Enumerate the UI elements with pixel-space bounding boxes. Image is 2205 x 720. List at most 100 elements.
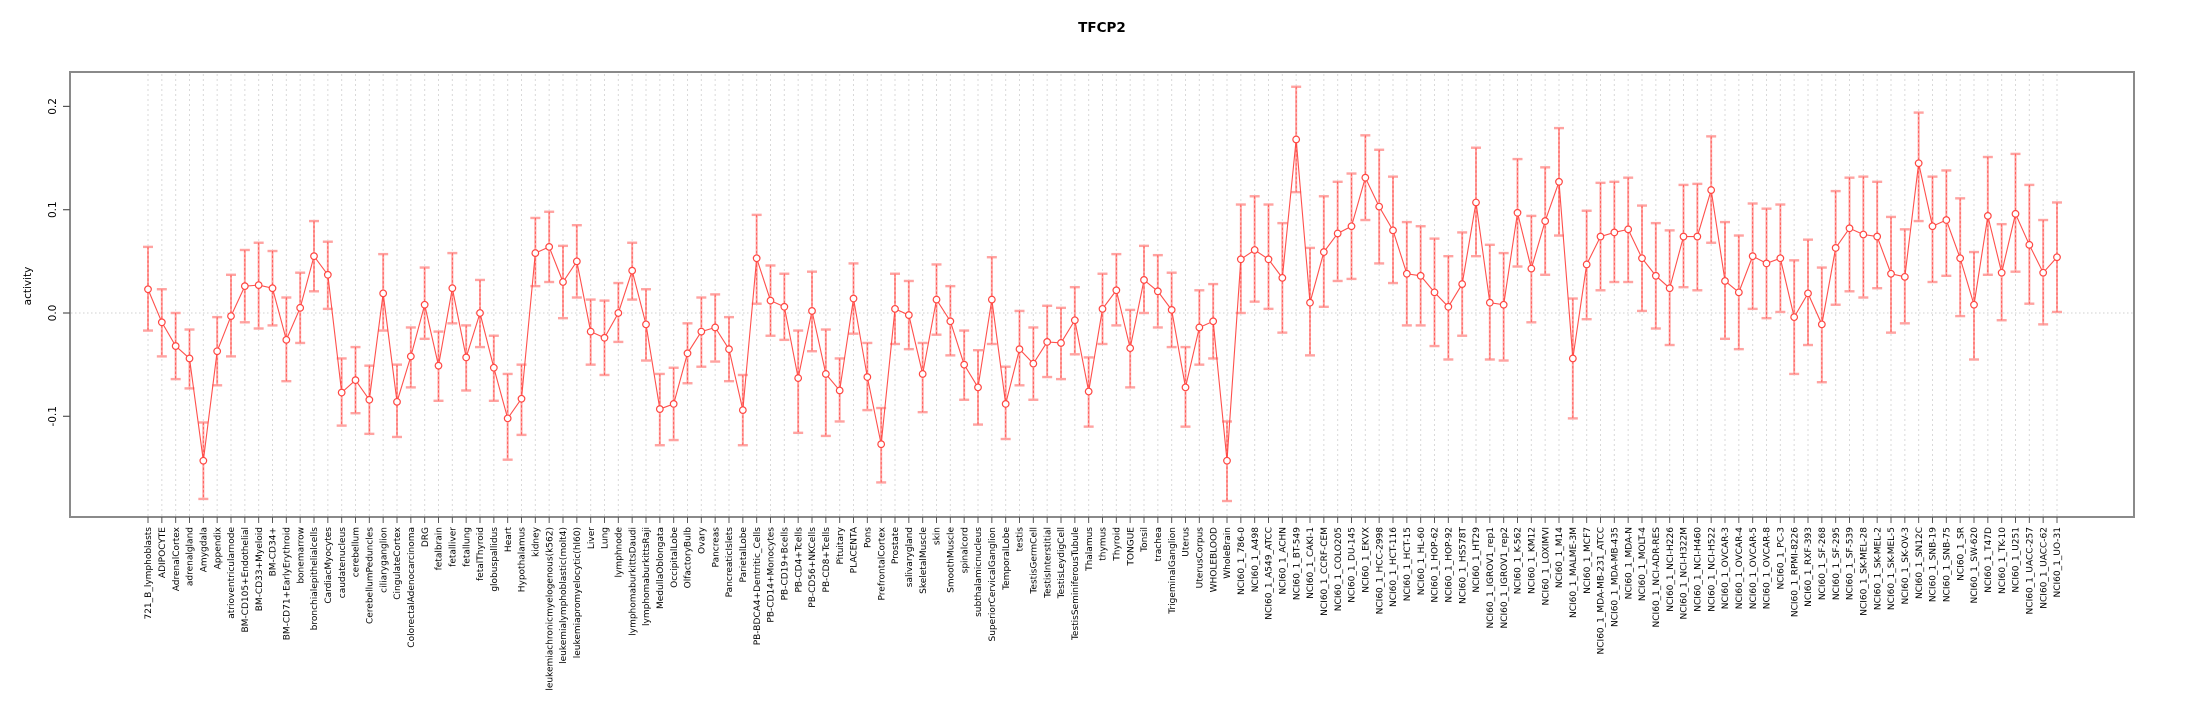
x-tick-label: OlfactoryBulb [684, 527, 694, 589]
data-point [642, 320, 650, 329]
x-tick-label: NCI60_1_NCI-H460 [1694, 527, 1704, 612]
data-point [1001, 400, 1010, 408]
data-point [1112, 286, 1121, 295]
data-point [227, 312, 235, 320]
data-point [1790, 313, 1799, 322]
y-tick-label: 0.0 [47, 305, 59, 322]
data-point [1278, 273, 1287, 282]
x-tick-label: NCI60_1_SK-MEL-5 [1887, 527, 1897, 610]
x-tick-label: skin [933, 527, 943, 545]
data-point [1043, 338, 1052, 346]
x-tick-label: NCI60_1_K-562 [1514, 527, 1524, 594]
x-tick-label: NCI60_1_SK-MEL-28 [1860, 527, 1870, 616]
x-tick-label: CingulateCortex [393, 526, 403, 599]
x-tick-label: NCI60_1_TK-10 [1998, 527, 2008, 594]
x-tick-label: fetalThyroid [476, 527, 486, 581]
x-tick-label: TestisLeydigCell [1057, 527, 1067, 599]
data-point [1333, 229, 1342, 238]
x-tick-label: Liver [587, 527, 597, 549]
data-point [1804, 289, 1812, 298]
x-tick-label: NCI60_1_IGROV1_rep2 [1500, 527, 1510, 629]
data-point [1983, 211, 1992, 220]
data-point [1887, 269, 1895, 278]
x-tick-label: Pituitary [836, 526, 846, 564]
x-tick-label: BM-CD71+EarlyErythroid [283, 527, 293, 640]
x-tick-label: NCI60_1_RPMI-8226 [1790, 527, 1800, 617]
data-point [1264, 255, 1273, 264]
data-point [1748, 252, 1757, 261]
data-point [946, 317, 955, 326]
data-point [697, 327, 706, 336]
x-tick-label: SmoothMuscle [947, 527, 957, 593]
data-point [1582, 260, 1591, 269]
data-point [1527, 264, 1536, 273]
data-point [296, 303, 305, 312]
data-point [960, 360, 969, 369]
y-tick-label: 0.2 [47, 98, 59, 115]
data-point [1444, 302, 1453, 311]
data-point [1029, 359, 1038, 368]
x-tick-label: SkeletalMuscle [919, 527, 929, 594]
data-point [766, 296, 775, 305]
x-tick-label: globuspallidus [490, 527, 500, 592]
data-point [1942, 216, 1951, 224]
x-tick-label: PrefrontalCortex [877, 526, 887, 600]
x-tick-label: fetalliver [449, 527, 459, 567]
y-tick-label: -0.1 [47, 406, 59, 427]
data-point [1693, 232, 1702, 241]
x-tick-label: ColorectalAdenocarcinoma [407, 527, 417, 648]
x-tick-label: BM-CD34+ [269, 527, 279, 576]
x-tick-label: NCI60_1_EKVX [1362, 527, 1372, 593]
data-point [725, 345, 733, 354]
x-tick-label: Thyroid [1113, 527, 1123, 562]
x-tick-label: NCI60_1_MOLT-4 [1638, 527, 1648, 601]
x-tick-label: NCI60_1_HCT-116 [1389, 527, 1399, 607]
data-point [1817, 320, 1826, 329]
data-point [752, 254, 761, 263]
data-point [738, 406, 747, 415]
x-tick-label: atrioventricularnode [227, 527, 237, 619]
data-point [711, 323, 720, 332]
x-tick-label: TrigeminalGanglion [1168, 527, 1178, 615]
x-tick-label: NCI60_1_HL-60 [1417, 527, 1427, 595]
x-tick-label: trachea [1154, 527, 1164, 561]
data-point [144, 285, 152, 294]
data-point [1126, 344, 1135, 353]
x-tick-label: kidney [532, 526, 542, 557]
x-tick-label: NCI60_1_SK-OV-3 [1901, 527, 1911, 605]
data-point [1679, 232, 1688, 241]
data-point [1430, 288, 1439, 297]
x-tick-label: TestisSeminiferousTubule [1071, 527, 1081, 641]
data-point [1914, 159, 1923, 168]
data-point [2011, 209, 2020, 218]
data-point [213, 347, 222, 356]
x-tick-label: NCI60_1_LOXIMVI [1541, 527, 1551, 605]
x-tick-label: Uterus [1182, 527, 1192, 557]
data-point [1762, 259, 1771, 268]
data-point [808, 307, 816, 315]
data-point [1140, 276, 1148, 284]
data-point [628, 266, 637, 275]
data-point [904, 311, 913, 319]
data-point [1098, 304, 1107, 313]
data-point [614, 309, 623, 317]
data-point [794, 374, 803, 382]
data-point [974, 383, 982, 392]
data-point [240, 282, 249, 291]
x-tick-label: TONGUE [1126, 527, 1136, 567]
data-point [559, 278, 567, 286]
data-point [323, 270, 332, 279]
data-point [1873, 232, 1882, 241]
x-tick-label: PancreaticIslets [725, 527, 735, 598]
data-point [1153, 287, 1162, 296]
x-tick-label: NCI60_1_NCI-H522 [1707, 527, 1717, 612]
data-point [1375, 202, 1384, 211]
x-tick-label: bronchialepithelialcells [310, 527, 320, 631]
x-tick-label: spinalcord [960, 527, 970, 573]
data-point [1306, 298, 1314, 307]
data-point [1610, 228, 1619, 237]
x-tick-label: caudatenucleus [338, 527, 348, 599]
data-point [1651, 271, 1660, 280]
data-point [1665, 284, 1674, 293]
